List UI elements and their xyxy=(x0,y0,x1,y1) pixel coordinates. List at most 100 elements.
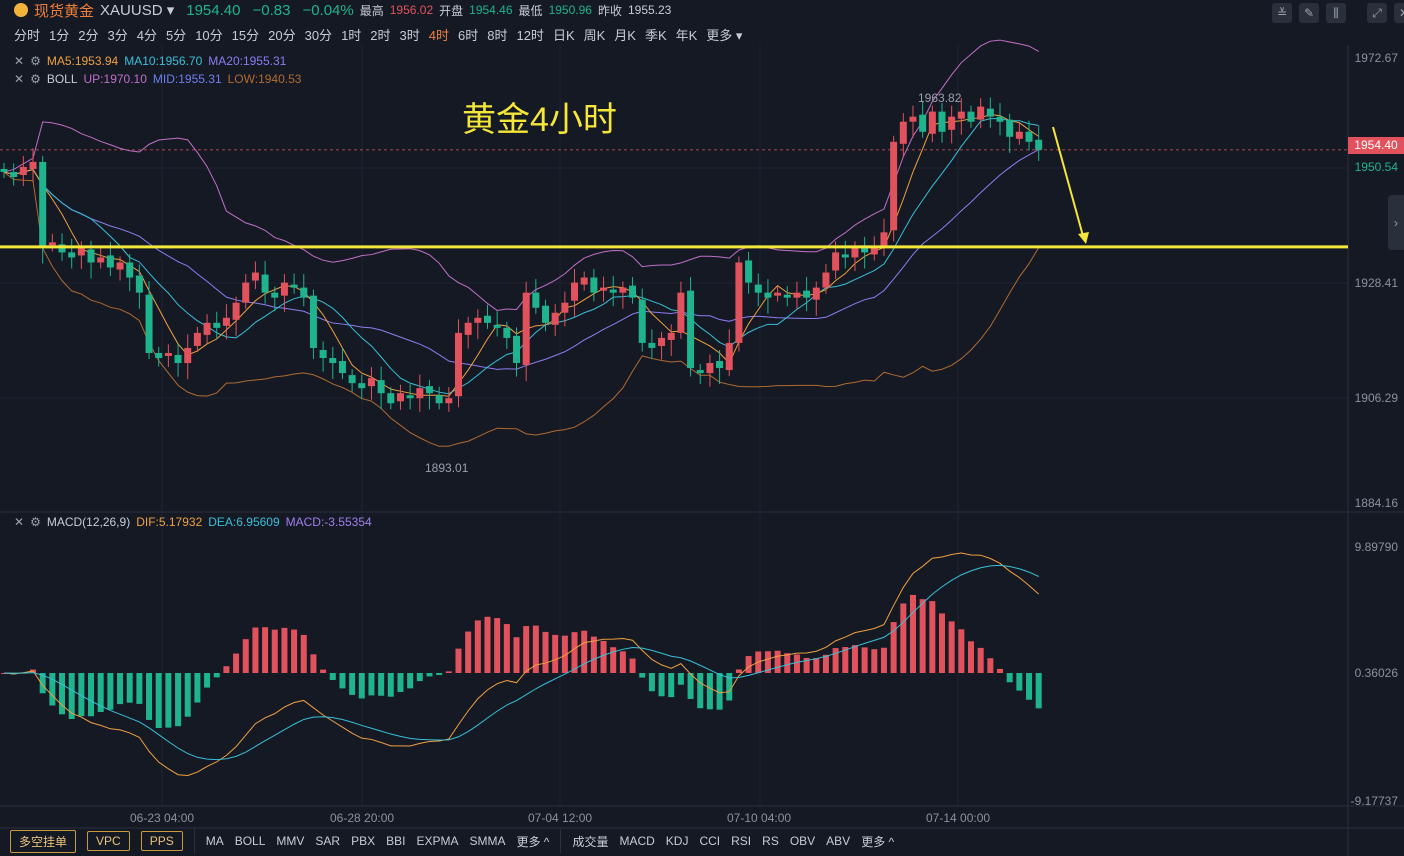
sub-indicator-item[interactable]: 更多 ^ xyxy=(861,834,895,849)
symbol-select[interactable]: XAUUSD ▾ xyxy=(100,2,175,19)
main-indicator-item[interactable]: 更多 ^ xyxy=(516,834,550,849)
period-tab[interactable]: 5分 xyxy=(165,28,187,43)
indicator-icon[interactable]: ≚ xyxy=(1272,3,1292,23)
sub-indicator-item[interactable]: RSI xyxy=(731,834,752,848)
macd-bar xyxy=(291,629,298,673)
period-tab[interactable]: 4分 xyxy=(136,28,157,43)
macd-bar xyxy=(822,654,829,673)
candle xyxy=(338,347,346,380)
macd-bar xyxy=(774,650,781,673)
macd-bar xyxy=(687,673,694,699)
main-indicator-item[interactable]: BBI xyxy=(386,834,406,848)
candle-body xyxy=(242,282,250,303)
candle xyxy=(754,273,762,307)
period-tab[interactable]: 季K xyxy=(644,28,667,43)
candle-body xyxy=(764,292,772,298)
macd-bar xyxy=(436,673,443,676)
price-tick: 1906.29 xyxy=(1354,391,1398,405)
candle-body xyxy=(387,393,395,404)
main-indicator-item[interactable]: EXPMA xyxy=(416,834,459,848)
period-tab[interactable]: 年K xyxy=(675,28,698,43)
period-tab[interactable]: 2时 xyxy=(370,28,391,43)
close-icon[interactable]: ✕ xyxy=(1394,3,1404,23)
macd-bar xyxy=(49,673,56,706)
period-tab[interactable]: 1分 xyxy=(49,28,70,43)
candle-body xyxy=(909,116,917,122)
main-indicator-item[interactable]: PBX xyxy=(351,834,376,848)
macd-bar xyxy=(271,629,278,673)
candle-type-icon[interactable]: ⫼ xyxy=(1326,3,1346,23)
candle-body xyxy=(309,295,317,348)
candle-body xyxy=(106,255,114,268)
macd-bar xyxy=(513,637,520,673)
period-tab[interactable]: 8时 xyxy=(487,28,508,43)
draw-pencil-icon[interactable]: ✎ xyxy=(1299,3,1319,23)
macd-bar xyxy=(368,673,375,696)
period-tab[interactable]: 1时 xyxy=(341,28,362,43)
time-tick: 06-28 20:00 xyxy=(330,811,395,825)
candle-body xyxy=(851,247,859,258)
sub-indicator-item[interactable]: 成交量 xyxy=(572,834,609,849)
candle-body xyxy=(619,287,627,293)
main-indicator-item[interactable]: BOLL xyxy=(234,834,266,848)
candle xyxy=(716,349,724,385)
period-tab[interactable]: 4时 xyxy=(428,28,449,43)
settings-icon[interactable]: ⚙ xyxy=(30,72,41,86)
boll-label: BOLL xyxy=(46,72,78,86)
candle-body xyxy=(300,287,308,298)
candle xyxy=(803,277,811,312)
candle-body xyxy=(29,161,37,169)
main-indicator-item[interactable]: SAR xyxy=(315,834,341,848)
expand-panel-chevron-icon[interactable]: › xyxy=(1388,195,1404,250)
sub-indicator-item[interactable]: CCI xyxy=(699,834,721,848)
period-tab[interactable]: 分时 xyxy=(14,28,41,43)
period-tab[interactable]: 10分 xyxy=(195,28,223,43)
candle-body xyxy=(0,168,8,172)
macd-bar xyxy=(416,673,423,682)
candle-body xyxy=(184,347,192,364)
sub-indicator-item[interactable]: RS xyxy=(762,834,779,848)
period-tab[interactable]: 30分 xyxy=(304,28,333,43)
period-tab[interactable]: 更多 ▾ xyxy=(706,28,743,43)
toolbar-button[interactable]: VPC xyxy=(87,831,130,851)
candle-body xyxy=(822,272,830,288)
period-tab[interactable]: 6时 xyxy=(458,28,479,43)
sub-indicator-item[interactable]: KDJ xyxy=(665,834,689,848)
candle xyxy=(928,105,936,143)
candle-body xyxy=(870,247,878,255)
settings-icon[interactable]: ⚙ xyxy=(30,54,41,68)
settings-icon[interactable]: ⚙ xyxy=(30,515,41,529)
macd-bar xyxy=(155,673,162,729)
period-tab[interactable]: 12时 xyxy=(516,28,544,43)
close-icon[interactable]: ✕ xyxy=(14,72,25,86)
sub-indicator-item[interactable]: MACD xyxy=(619,834,655,848)
candle xyxy=(503,321,511,349)
candle-body xyxy=(474,317,482,323)
main-indicator-item[interactable]: SMMA xyxy=(469,834,506,848)
close-icon[interactable]: ✕ xyxy=(14,515,25,529)
period-tab[interactable]: 3时 xyxy=(399,28,420,43)
main-indicator-item[interactable]: MMV xyxy=(276,834,305,848)
toolbar-button[interactable]: 多空挂单 xyxy=(10,829,77,853)
close-icon[interactable]: ✕ xyxy=(14,54,25,68)
period-tab[interactable]: 20分 xyxy=(268,28,296,43)
period-tab[interactable]: 2分 xyxy=(78,28,99,43)
main-indicator-item[interactable]: MA xyxy=(205,834,224,848)
period-tab[interactable]: 日K xyxy=(552,28,575,43)
toolbar-button[interactable]: PPS xyxy=(140,831,183,851)
macd-bar xyxy=(716,673,723,710)
macd-bar xyxy=(832,648,839,673)
price-tick: 1972.67 xyxy=(1354,51,1398,65)
ma5-value: MA5:1953.94 xyxy=(46,54,119,68)
sub-indicator-item[interactable]: ABV xyxy=(826,834,851,848)
macd-bar xyxy=(68,673,75,719)
fullscreen-icon[interactable]: ⤢ xyxy=(1367,3,1387,23)
period-tab[interactable]: 3分 xyxy=(107,28,128,43)
sub-indicator-item[interactable]: OBV xyxy=(789,834,816,848)
period-tab[interactable]: 15分 xyxy=(231,28,260,43)
candle-body xyxy=(880,232,888,248)
macd-bar xyxy=(590,636,597,673)
period-tab[interactable]: 月K xyxy=(614,28,636,43)
period-tab[interactable]: 周K xyxy=(583,28,606,43)
